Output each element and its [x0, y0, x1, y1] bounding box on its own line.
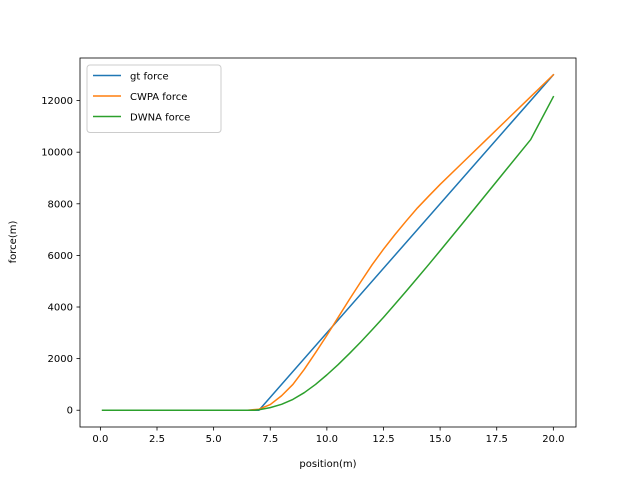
axes-frame: [79, 57, 577, 428]
axes-layer: 0.0 2.5 5.0 7.5 10.0 12.5 15.0 17.5 20.0 0 2000 400…: [41, 57, 577, 445]
y-tick-label: 8000: [48, 199, 73, 210]
x-tick-label: 2.5: [149, 434, 165, 445]
series-line-3: [101, 95, 555, 411]
x-tick-label: 0.0: [92, 434, 108, 445]
y-tick-label: 4000: [48, 303, 73, 314]
series-layer: [101, 73, 555, 411]
legend-label-3: DWNA force: [130, 113, 190, 124]
x-tick-label: 17.5: [486, 434, 508, 445]
y-tick-label: 2000: [48, 354, 73, 365]
y-tick-label: 12000: [41, 96, 73, 107]
series-line-2: [101, 73, 555, 411]
x-tick-label: 7.5: [262, 434, 278, 445]
x-tick-label: 10.0: [316, 434, 338, 445]
legend: gt force CWPA force DWNA force: [86, 64, 222, 133]
y-tick-label: 0: [67, 406, 73, 417]
x-axis-label: position(m): [299, 459, 356, 470]
y-tick-label: 6000: [48, 251, 73, 262]
x-tick-label: 5.0: [206, 434, 222, 445]
legend-label-1: gt force: [130, 72, 169, 83]
x-tick-label: 15.0: [429, 434, 451, 445]
legend-box: [86, 64, 222, 133]
y-tick-label: 10000: [41, 148, 73, 159]
x-tick-label: 12.5: [372, 434, 394, 445]
y-axis-label: force(m): [8, 221, 19, 264]
x-tick-label: 20.0: [542, 434, 564, 445]
legend-label-2: CWPA force: [130, 92, 187, 103]
